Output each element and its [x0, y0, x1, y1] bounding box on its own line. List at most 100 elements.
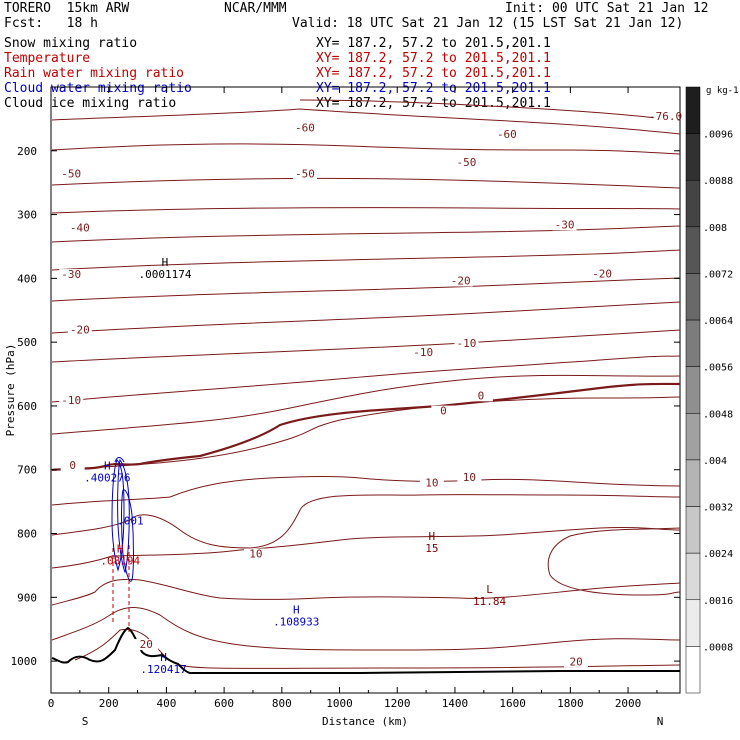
isotherm-line	[51, 476, 681, 506]
y-tick-label: 900	[17, 591, 37, 604]
cloud-water-contours	[111, 457, 134, 582]
isotherm-label: -20	[451, 274, 471, 287]
plot-frame	[50, 86, 681, 694]
x-axis-title: Distance (km)	[322, 715, 408, 728]
isotherm-label: -10	[457, 337, 477, 350]
isotherm-label: -50	[457, 156, 477, 169]
isotherm-line	[51, 207, 681, 214]
isotherm-label: -10	[413, 346, 433, 359]
center-name: NCAR/MMM	[224, 1, 287, 16]
legend-temperature-xy: XY= 187.2, 57.2 to 201.5,201.1	[316, 51, 551, 66]
colorbar-tick-label: .008	[703, 223, 727, 234]
colorbar-swatch	[685, 459, 701, 507]
colorbar-tick-label: .004	[703, 456, 727, 467]
isotherm-label: 20	[570, 655, 583, 668]
isotherm-line	[299, 99, 681, 121]
isotherm-line	[51, 249, 681, 271]
colorbar-swatch	[685, 273, 701, 321]
colorbar-swatch	[685, 366, 701, 414]
isotherm-line	[51, 329, 681, 363]
extremum-value: .108933	[273, 615, 319, 628]
colorbar-tick-label: .0016	[703, 596, 733, 607]
extremum-marker: H	[104, 460, 111, 473]
label-mask	[564, 656, 589, 668]
extremum-value: .400276	[84, 472, 130, 485]
x-tick-label: 400	[156, 697, 176, 710]
colorbar-tick-label: .0096	[703, 130, 733, 141]
legend-rain-xy: XY= 187.2, 57.2 to 201.5,201.1	[316, 66, 551, 81]
x-tick-label: 1000	[326, 697, 353, 710]
isotherm-label: -50	[295, 167, 315, 180]
forecast-hour: Fcst: 18 h	[4, 16, 98, 31]
isotherm-label: 0	[478, 389, 485, 402]
label-mask	[59, 394, 84, 406]
isotherm-line	[51, 374, 681, 435]
label-mask	[468, 390, 493, 402]
isotherm-label: -10	[61, 394, 81, 407]
isotherm-line	[51, 526, 681, 569]
colorbar-swatch	[685, 133, 701, 181]
extremum-value: .08194	[100, 555, 140, 568]
isotherm-line	[51, 143, 681, 155]
isotherm-line	[51, 355, 681, 403]
extremum-marker: L	[486, 583, 493, 596]
isotherm-line	[51, 177, 681, 189]
colorbar-tick-label: .0072	[703, 269, 733, 280]
x-tick-label: 600	[214, 697, 234, 710]
label-mask	[494, 128, 519, 140]
temperature-contours	[51, 99, 681, 669]
label-mask	[457, 471, 482, 483]
isotherm-label: -50	[61, 167, 81, 180]
colorbar-tick-label: .0048	[703, 409, 733, 420]
rain-water-contours	[112, 545, 130, 632]
south-label: S	[82, 715, 89, 728]
extremum-marker: H	[117, 543, 124, 556]
y-tick-label: 500	[17, 336, 37, 349]
label-mask	[454, 337, 479, 349]
label-mask	[243, 548, 268, 560]
y-tick-label: 400	[17, 272, 37, 285]
y-tick-label: 700	[17, 464, 37, 477]
y-tick-label: 200	[17, 145, 37, 158]
colorbar-swatch	[685, 226, 701, 274]
colorbar: .0096 .0088 .008 .0072 .0064 .0056 .0048 .004 .0…	[685, 86, 733, 694]
x-tick-label: 800	[272, 697, 292, 710]
legend-snow-xy: XY= 187.2, 57.2 to 201.5,201.1	[316, 36, 551, 51]
extremum-marker: H	[293, 603, 300, 616]
isotherm-line	[51, 607, 681, 651]
x-tick-label: 2000	[615, 697, 642, 710]
label-mask	[60, 459, 85, 471]
colorbar-tick-label: .0008	[703, 642, 733, 653]
isotherm-line	[51, 396, 681, 471]
legend-snow-label: Snow mixing ratio	[4, 36, 138, 51]
isotherm-label: 10	[425, 477, 438, 490]
colorbar-tick-label: .0064	[703, 316, 733, 327]
legend-cloudwater-xy: XY= 187.2, 57.2 to 201.5,201.1	[316, 81, 551, 96]
label-mask	[454, 156, 479, 168]
isotherm-line	[51, 225, 681, 243]
temperature-labels: -76.0 -60 -60 -50 -50 -50 -40 -30 -30 -20 -20 -20 -1…	[59, 110, 682, 668]
y-tick-label: 1000	[11, 655, 38, 668]
colorbar-swatch	[685, 599, 701, 647]
x-tick-label: 1600	[499, 697, 526, 710]
extremum-value: .120417	[140, 663, 186, 676]
isotherm-label: -60	[295, 121, 315, 134]
colorbar-swatch	[685, 506, 701, 554]
legend-cloudwater-label: Cloud water mixing ratio	[4, 81, 192, 96]
label-mask	[448, 275, 473, 287]
legend-temperature-label: Temperature	[4, 51, 91, 66]
label-mask	[552, 219, 577, 231]
extremum-marker: H	[429, 530, 436, 543]
isotherm-label: 10	[249, 547, 262, 560]
isotherm-label: -20	[592, 267, 612, 280]
cloud-water-line	[121, 489, 134, 582]
cloud-water-line	[111, 459, 125, 572]
colorbar-swatch	[685, 646, 701, 694]
label-mask	[431, 405, 456, 417]
colorbar-swatch	[685, 413, 701, 461]
isotherm-line	[51, 301, 681, 334]
extrema-labels: H.0001174H.400276H.08194H.108933H15L11.8…	[84, 256, 506, 676]
x-axis: 0 200 400 600 800 1000 1200 1400 1600 1800 2000	[48, 87, 658, 710]
isotherm-label: -30	[555, 218, 575, 231]
